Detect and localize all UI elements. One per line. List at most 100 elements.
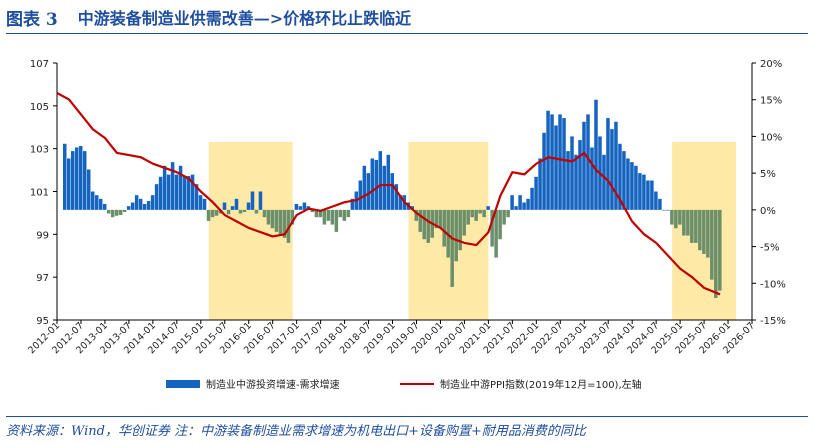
bar	[514, 206, 518, 210]
bar	[254, 209, 259, 214]
bar	[714, 209, 718, 298]
left-tick-label: 101	[30, 188, 49, 199]
bar	[246, 202, 251, 210]
bar	[398, 195, 403, 210]
bar	[150, 195, 155, 210]
bar	[382, 165, 387, 210]
bar	[374, 159, 379, 210]
bar	[358, 180, 363, 210]
bar	[442, 209, 446, 247]
bar	[186, 176, 191, 210]
bar	[174, 174, 179, 210]
bar	[178, 165, 183, 210]
right-tick-label: 0%	[760, 206, 776, 217]
bar	[206, 209, 211, 221]
bar	[214, 209, 219, 216]
bar	[222, 202, 227, 210]
bar	[258, 191, 263, 210]
bar	[162, 165, 167, 210]
legend-swatch-line	[400, 382, 434, 385]
bar	[486, 206, 490, 210]
left-tick-label: 97	[36, 273, 49, 284]
bar	[662, 209, 666, 211]
bar	[130, 202, 135, 210]
bar	[370, 158, 375, 210]
bar	[318, 209, 323, 218]
bar	[554, 125, 558, 210]
bar	[530, 187, 534, 210]
bar	[142, 203, 147, 210]
bar	[526, 198, 530, 210]
bar	[658, 198, 662, 210]
left-tick-label: 107	[30, 59, 49, 70]
bar	[534, 176, 538, 210]
bar	[594, 99, 598, 210]
bar	[230, 206, 235, 210]
bar	[582, 121, 586, 210]
bar	[558, 114, 562, 210]
bar	[234, 198, 239, 210]
bar	[694, 209, 698, 243]
right-tick-label: -10%	[760, 279, 786, 290]
right-tick-label: 10%	[760, 132, 782, 143]
legend-label-bars: 制造业中游投资增速-需求增速	[206, 380, 340, 391]
bar	[94, 195, 99, 210]
bar	[518, 195, 522, 210]
bar	[202, 198, 207, 210]
bar	[210, 209, 215, 218]
source-note: 资料来源：Wind，华创证券 注：中游装备制造业需求增速为机电出口+设备购置+耐…	[6, 424, 586, 439]
bar	[74, 147, 79, 210]
left-tick-label: 105	[30, 102, 49, 113]
bar	[718, 209, 722, 291]
bar	[346, 209, 351, 218]
bar	[326, 209, 331, 221]
bar	[590, 147, 594, 210]
bar	[266, 209, 271, 225]
bar	[414, 209, 418, 221]
bar	[422, 209, 426, 240]
bar	[70, 151, 75, 210]
bar	[126, 206, 131, 210]
bar	[114, 209, 119, 216]
bar	[686, 209, 690, 236]
legend-swatch-bar	[166, 379, 200, 388]
bar	[198, 195, 203, 210]
bar	[334, 209, 339, 232]
right-tick-label: 20%	[760, 59, 782, 70]
bar	[194, 184, 199, 210]
bar	[562, 118, 566, 210]
bar	[546, 110, 550, 210]
bar	[474, 209, 478, 221]
bar	[158, 176, 163, 210]
bar	[250, 191, 255, 210]
bar	[182, 176, 187, 210]
bar	[290, 209, 295, 225]
bar	[634, 165, 638, 210]
left-tick-label: 103	[30, 145, 49, 156]
bar	[366, 173, 371, 210]
bar	[494, 209, 498, 258]
legend: 制造业中游投资增速-需求增速 制造业中游PPI指数(2019年12月=100),…	[0, 376, 814, 394]
figure-label: 图表 3	[6, 9, 58, 30]
bar	[670, 209, 674, 225]
bar	[146, 201, 151, 210]
bar	[618, 143, 622, 210]
bar	[630, 162, 634, 210]
bar	[274, 209, 279, 232]
bar	[466, 209, 470, 225]
bar	[638, 173, 642, 210]
legend-item-bars: 制造业中游投资增速-需求增速	[166, 376, 340, 391]
bar	[610, 129, 614, 210]
bar	[570, 136, 574, 210]
bar	[166, 174, 171, 210]
bar	[690, 209, 694, 243]
bar	[310, 209, 315, 213]
bar	[418, 209, 422, 232]
bar	[574, 154, 578, 210]
bar	[666, 209, 670, 211]
legend-label-line: 制造业中游PPI指数(2019年12月=100),左轴	[440, 380, 642, 391]
bar	[362, 165, 367, 210]
bar	[470, 209, 474, 218]
bar	[450, 209, 454, 287]
ppi-line	[56, 92, 721, 296]
